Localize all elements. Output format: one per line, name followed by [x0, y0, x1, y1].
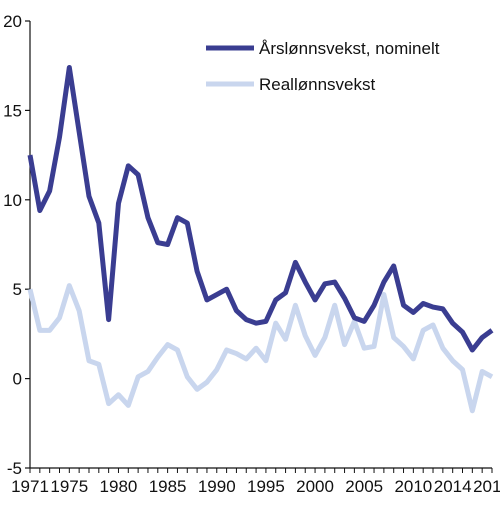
legend: Årslønnsvekst, nominelt Reallønnsvekst	[206, 39, 440, 94]
y-tick-label: 15	[3, 101, 22, 120]
x-tick-label: 2005	[345, 477, 383, 496]
y-tick-label: 20	[3, 12, 22, 31]
x-tick-label: 1990	[198, 477, 236, 496]
y-tick-label: 0	[13, 370, 22, 389]
y-tick-label: -5	[7, 459, 22, 478]
x-tick-label: 1980	[100, 477, 138, 496]
x-tick-group: 1971 1975 1980 1985 1990 1995 2000 2005 2010 2014…	[11, 468, 500, 496]
axes	[29, 21, 492, 469]
y-tick-label: 10	[3, 191, 22, 210]
x-tick-label: 2014	[434, 477, 472, 496]
legend-label-nominal: Årslønnsvekst, nominelt	[259, 39, 440, 58]
y-tick-group: -5 0 5 10 15 20	[3, 12, 30, 478]
y-tick-label: 5	[13, 280, 22, 299]
series-group	[27, 64, 494, 414]
x-tick-label: 1985	[149, 477, 187, 496]
x-tick-label: 2018	[473, 477, 500, 496]
x-tick-label: 1975	[50, 477, 88, 496]
x-tick-label: 2000	[296, 477, 334, 496]
x-tick-label: 1995	[247, 477, 285, 496]
legend-label-real: Reallønnsvekst	[259, 75, 375, 94]
x-tick-label: 1971	[11, 477, 49, 496]
x-tick-label: 2010	[394, 477, 432, 496]
series-line-real	[27, 283, 494, 414]
series-line-nominal	[27, 64, 494, 353]
